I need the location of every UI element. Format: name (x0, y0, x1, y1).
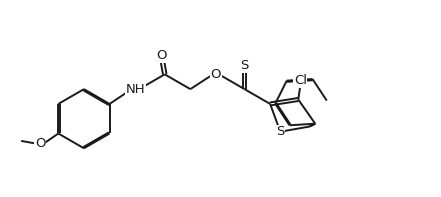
Text: S: S (276, 125, 284, 138)
Text: O: O (35, 137, 46, 150)
Text: NH: NH (125, 83, 145, 96)
Text: Cl: Cl (294, 74, 307, 87)
Text: O: O (211, 68, 221, 81)
Text: S: S (240, 59, 249, 72)
Text: O: O (156, 49, 167, 62)
